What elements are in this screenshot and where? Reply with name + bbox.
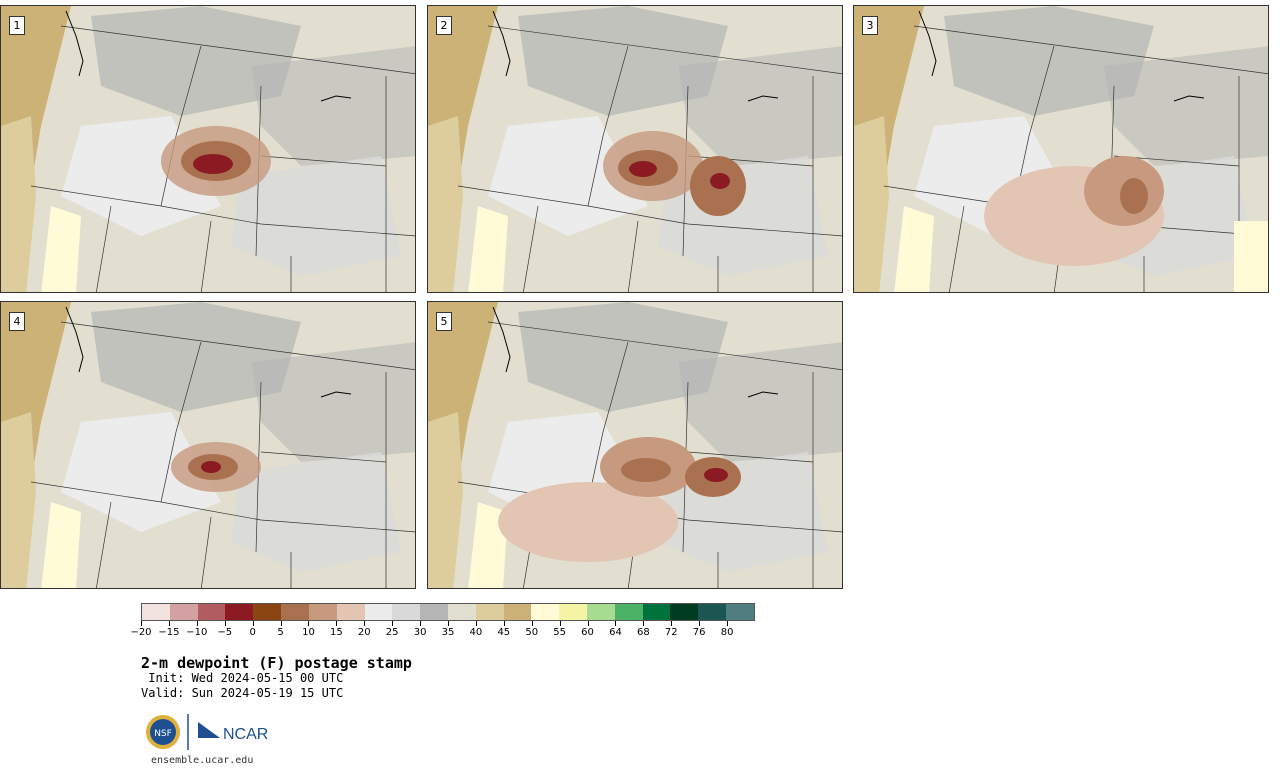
- valid-time: Valid: Sun 2024-05-19 15 UTC: [141, 686, 344, 700]
- colorbar-tick: [168, 621, 170, 626]
- colorbar-tick: [336, 621, 338, 626]
- colorbar-tick-label: 64: [609, 627, 622, 638]
- colorbar-tick-label: 5: [277, 627, 284, 638]
- colorbar-tick-label: 72: [664, 627, 678, 638]
- colorbar-tick: [699, 621, 701, 626]
- colorbar-tick: [420, 621, 422, 626]
- colorbar-tick: [503, 621, 505, 626]
- colorbar-segment: [392, 604, 421, 620]
- colorbar-tick-label: 40: [469, 627, 483, 638]
- colorbar-segment: [726, 604, 754, 620]
- ncar-logo-text: NCAR: [223, 726, 268, 743]
- colorbar-tick: [615, 621, 617, 626]
- colorbar-tick: [475, 621, 477, 626]
- colorbar-segment: [614, 604, 643, 620]
- colorbar-tick-label: 35: [441, 627, 455, 638]
- dewpoint-colorbar: [141, 603, 755, 621]
- colorbar-tick: [671, 621, 673, 626]
- nsf-logo-text: NSF: [154, 729, 172, 739]
- colorbar-ticks: −20 −15 −10 −5 0 5 10 15 20 25 30 35 40 45 50 55 60 64 68 7…: [130, 621, 755, 641]
- colorbar-tick-label: −10: [186, 627, 208, 638]
- map-panel-2[interactable]: 2: [427, 5, 843, 293]
- colorbar-segment: [531, 604, 560, 620]
- colorbar-tick-label: 30: [413, 627, 427, 638]
- colorbar-tick-label: −20: [130, 627, 152, 638]
- colorbar-segment: [503, 604, 532, 620]
- nsf-logo: NSF: [146, 715, 180, 749]
- colorbar-segment: [281, 604, 309, 620]
- colorbar-segment: [308, 604, 337, 620]
- colorbar-tick-label: 76: [692, 627, 706, 638]
- colorbar-segment: [142, 604, 170, 620]
- colorbar-segment: [670, 604, 699, 620]
- map-panel-4[interactable]: 4: [0, 301, 416, 589]
- colorbar-tick: [727, 621, 729, 626]
- map-panel-1[interactable]: 1: [0, 5, 416, 293]
- colorbar-tick-label: 15: [329, 627, 343, 638]
- colorbar-segment: [364, 604, 393, 620]
- colorbar-segment: [642, 604, 671, 620]
- init-time: Init: Wed 2024-05-15 00 UTC: [141, 671, 344, 685]
- dewpoint-map-3: [854, 6, 1268, 292]
- colorbar-tick-label: 20: [357, 627, 371, 638]
- colorbar-tick-label: 50: [525, 627, 539, 638]
- colorbar-tick-label: 68: [636, 627, 650, 638]
- colorbar-segment: [559, 604, 587, 620]
- colorbar-segment: [336, 604, 365, 620]
- panel-number: 1: [9, 16, 25, 35]
- colorbar-tick: [559, 621, 561, 626]
- colorbar-segment: [587, 604, 615, 620]
- figure-title: 2-m dewpoint (F) postage stamp: [141, 654, 412, 672]
- colorbar-tick-label: 55: [553, 627, 566, 638]
- colorbar-segment: [225, 604, 254, 620]
- colorbar-tick: [392, 621, 394, 626]
- dewpoint-map-4: [1, 302, 415, 588]
- colorbar-tick-label: −5: [217, 627, 233, 638]
- nsf-ncar-logos: NSF NCAR: [146, 714, 268, 750]
- colorbar-tick-label: 60: [581, 627, 594, 638]
- map-panel-3[interactable]: 3: [853, 5, 1269, 293]
- colorbar-tick: [224, 621, 226, 626]
- colorbar-tick: [587, 621, 589, 626]
- colorbar-tick: [280, 621, 282, 626]
- dewpoint-map-1: [1, 6, 415, 292]
- dewpoint-map-2: [428, 6, 842, 292]
- colorbar-tick: [364, 621, 366, 626]
- panel-number: 3: [862, 16, 878, 35]
- panel-number: 5: [436, 312, 452, 331]
- logos: NSF NCAR: [145, 712, 275, 754]
- colorbar-tick: [643, 621, 645, 626]
- dewpoint-map-5: [428, 302, 842, 588]
- colorbar-segment: [253, 604, 282, 620]
- colorbar-segment: [447, 604, 476, 620]
- colorbar-tick-label: 25: [385, 627, 399, 638]
- colorbar-segment: [698, 604, 727, 620]
- colorbar-tick-label: 0: [249, 627, 256, 638]
- panel-number: 2: [436, 16, 452, 35]
- colorbar-tick: [196, 621, 198, 626]
- colorbar-tick: [448, 621, 449, 626]
- map-panel-5[interactable]: 5: [427, 301, 843, 589]
- site-url[interactable]: ensemble.ucar.edu: [151, 755, 254, 766]
- colorbar-segment: [420, 604, 448, 620]
- colorbar-segment: [197, 604, 226, 620]
- colorbar-tick-label: 10: [302, 627, 315, 638]
- colorbar-tick: [531, 621, 533, 626]
- colorbar-tick-label: 80: [720, 627, 734, 638]
- colorbar-segment: [169, 604, 198, 620]
- colorbar-tick: [308, 621, 310, 626]
- panel-number: 4: [9, 312, 25, 331]
- colorbar-segment: [475, 604, 504, 620]
- colorbar-tick: [141, 621, 142, 626]
- colorbar-tick: [252, 621, 254, 626]
- colorbar-tick-label: 45: [497, 627, 511, 638]
- colorbar-tick-label: −15: [158, 627, 180, 638]
- ncar-logo: NCAR: [198, 722, 268, 743]
